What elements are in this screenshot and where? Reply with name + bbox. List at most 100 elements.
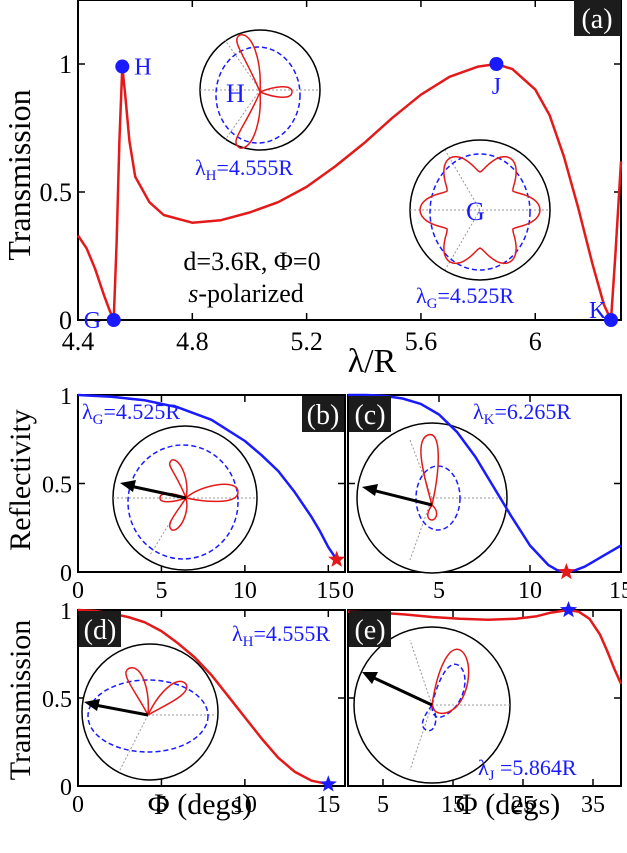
inset-g: G bbox=[409, 139, 551, 281]
inset-e-lobes bbox=[431, 648, 470, 714]
c-xtick-label: 5 bbox=[433, 578, 445, 604]
a-ytick-label: 1 bbox=[59, 50, 72, 79]
d-xtick-label: 10 bbox=[233, 792, 257, 818]
e-xtick-label: 25 bbox=[511, 792, 535, 818]
tag-a: (a) bbox=[581, 4, 612, 35]
a-ylabel: Transmission bbox=[1, 89, 37, 260]
panel-e: Φ (degs) 5 15 25 35 λJ =5.864R (e) bbox=[347, 601, 623, 821]
inset-b-arrow-head bbox=[120, 480, 136, 492]
b-ytick-label: 0 bbox=[60, 561, 72, 587]
lambda-b-label: λG=4.525R bbox=[82, 399, 180, 428]
inset-e-guide2 bbox=[409, 704, 433, 771]
inset-c bbox=[356, 422, 508, 574]
d-ytick-label: 1 bbox=[60, 599, 72, 625]
inset-e-arrow-shaft bbox=[371, 675, 433, 707]
point-label-G: G bbox=[84, 308, 101, 334]
annotation-d-phi: d=3.6R, Φ=0 bbox=[183, 247, 320, 276]
a-series-line bbox=[76, 62, 623, 322]
inset-h: H bbox=[199, 29, 321, 151]
d-xtick-label: 15 bbox=[316, 792, 340, 818]
inset-c-lobes bbox=[420, 434, 439, 521]
inset-d-lobes bbox=[125, 667, 188, 716]
d-ytick-label: 0.5 bbox=[42, 687, 72, 713]
inset-c-dashed bbox=[415, 465, 461, 531]
tag-d: (d) bbox=[84, 615, 117, 646]
inset-d-arrow-head bbox=[84, 699, 100, 711]
inset-g-flower bbox=[419, 155, 541, 265]
inset-g-label: G bbox=[466, 197, 485, 226]
annotation-polarization: s-polarized bbox=[188, 279, 304, 308]
a-xtick-label: 5.2 bbox=[290, 327, 323, 356]
inset-e bbox=[353, 626, 511, 784]
d-ylabel: Transmission bbox=[4, 620, 37, 781]
e-xlabel: Φ (degs) bbox=[456, 788, 560, 821]
b-xtick-label: 10 bbox=[233, 578, 257, 604]
b-series-line bbox=[77, 393, 338, 561]
panel-a-frame bbox=[77, 0, 622, 321]
e-xtick-label: 35 bbox=[581, 792, 605, 818]
inset-b-arrow-shaft bbox=[129, 484, 187, 500]
a-xtick-label: 5.6 bbox=[405, 327, 438, 356]
point-label-H: H bbox=[134, 55, 151, 81]
lambda-e-label: λJ =5.864R bbox=[478, 755, 577, 784]
panel-a: 4.4 4.8 5.2 5.6 6 0 0.5 1 Transmission λ/R H λH… bbox=[1, 0, 623, 380]
d-xlabel: Φ (degs) bbox=[148, 788, 252, 821]
lambda-g-label: λG=4.525R bbox=[416, 283, 514, 312]
a-xtick-label: 4.8 bbox=[176, 327, 209, 356]
inset-b-lobes bbox=[159, 459, 239, 531]
inset-e-guide3 bbox=[409, 639, 433, 706]
d-xtick-label: 0 bbox=[72, 792, 84, 818]
point-G bbox=[106, 313, 121, 327]
inset-b bbox=[112, 425, 258, 571]
lambda-d-label: λH=4.555R bbox=[232, 621, 330, 650]
e-star-marker bbox=[559, 601, 578, 618]
c-series-line bbox=[348, 393, 622, 574]
b-ylabel: Reflectivity bbox=[4, 409, 37, 551]
tag-e-bg bbox=[349, 611, 391, 647]
inset-c-guide2 bbox=[409, 497, 433, 561]
inset-h-lobes bbox=[235, 34, 293, 149]
inset-b-guide2 bbox=[149, 497, 186, 556]
d-xtick-label: 5 bbox=[155, 792, 167, 818]
inset-h-dashed bbox=[215, 46, 301, 144]
inset-d bbox=[81, 643, 219, 781]
inset-g-guide2 bbox=[444, 149, 481, 211]
tag-b-bg bbox=[302, 396, 344, 432]
point-K bbox=[603, 313, 618, 327]
panel-b: Reflectivity 0 5 10 15 0 0.5 1 λG=4.525R (b) bbox=[4, 384, 346, 604]
b-ytick-label: 0.5 bbox=[42, 473, 72, 499]
a-ytick-label: 0.5 bbox=[40, 178, 73, 207]
b-ytick-label: 1 bbox=[60, 384, 72, 410]
b-xtick-label: 5 bbox=[155, 578, 167, 604]
inset-e-arrow-head bbox=[362, 672, 378, 684]
a-xtick-label: 4.4 bbox=[62, 327, 95, 356]
e-series-line bbox=[347, 608, 623, 685]
d-ytick-label: 0 bbox=[60, 775, 72, 801]
a-xlabel: λ/R bbox=[348, 343, 397, 380]
lambda-c-label: λK=6.265R bbox=[473, 399, 571, 428]
point-label-K: K bbox=[589, 298, 607, 324]
c-xtick-label: 10 bbox=[518, 578, 542, 604]
b-xtick-label: 0 bbox=[72, 578, 84, 604]
e-xtick-label: 5 bbox=[377, 792, 389, 818]
b-star-marker bbox=[328, 550, 346, 567]
tag-c: (c) bbox=[354, 400, 385, 431]
c-xtick-label: 0 bbox=[342, 578, 354, 604]
a-ytick-label: 0 bbox=[59, 306, 72, 335]
inset-b-dashed bbox=[127, 444, 239, 560]
b-xtick-label: 15 bbox=[316, 578, 340, 604]
c-xtick-label: 15 bbox=[609, 578, 627, 604]
point-label-J: J bbox=[492, 74, 501, 100]
inset-c-arrow-shaft bbox=[371, 488, 433, 507]
inset-h-label: H bbox=[226, 79, 245, 108]
a-xtick-label: 6 bbox=[529, 327, 542, 356]
tag-b: (b) bbox=[307, 400, 340, 431]
inset-d-arrow-shaft bbox=[94, 703, 149, 717]
panel-d: Transmission Φ (degs) 0 5 10 15 0 0.5 1 λH=4.5… bbox=[4, 599, 346, 821]
c-star-marker bbox=[557, 563, 575, 580]
inset-d-dashed bbox=[87, 679, 209, 753]
point-H bbox=[115, 59, 130, 74]
inset-e-dashed bbox=[421, 663, 466, 732]
panel-c: 0 5 10 15 λK=6.265R (c) bbox=[342, 393, 627, 604]
